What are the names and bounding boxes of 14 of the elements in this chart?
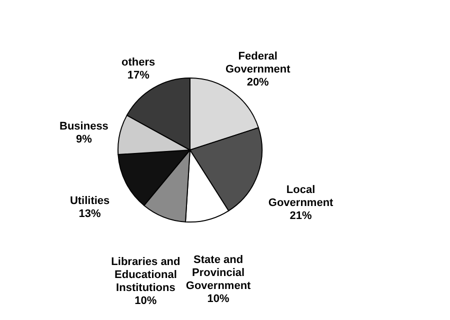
slice-label: others	[122, 56, 156, 69]
data-label: 21%	[290, 210, 312, 222]
slice-label: Federal Government	[225, 50, 291, 76]
slice-label: Utilities	[70, 195, 110, 208]
data-label: 10%	[134, 294, 157, 307]
data-label: 10%	[207, 293, 230, 306]
data-label: 17%	[127, 70, 150, 82]
data-label: 20%	[246, 76, 270, 89]
data-label: 9%	[76, 133, 92, 146]
slice-label: Local Government	[268, 184, 334, 209]
slice-label: Libraries and Educational Institutions	[111, 256, 180, 294]
slice-label: Business	[60, 120, 108, 132]
data-label: 13%	[78, 208, 102, 220]
slice-label: State and Provincial Government	[186, 254, 252, 292]
